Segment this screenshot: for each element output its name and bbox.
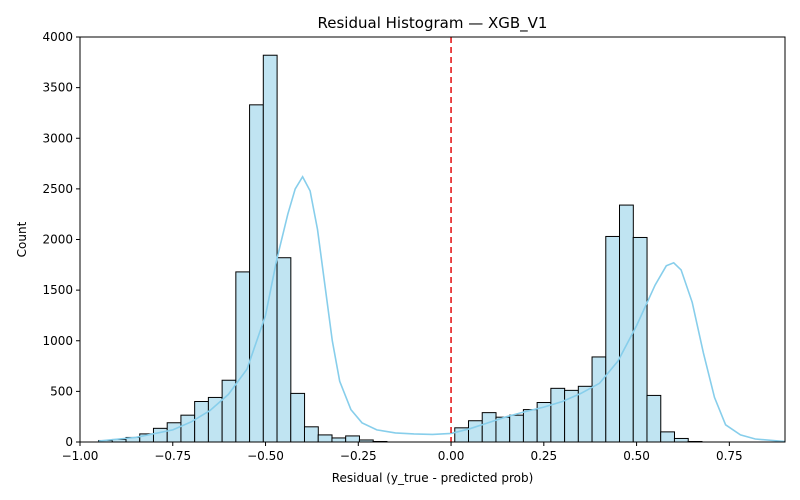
x-tick-label: −0.50 [247,449,284,463]
histogram-bar [262,54,278,443]
histogram-bar [331,437,347,443]
histogram-bar [591,356,607,443]
x-tick-label: −0.25 [340,449,377,463]
x-tick-label: −1.00 [62,449,99,463]
y-axis-ticks: 0 500 1000 1500 2000 2500 3000 3500 4000 [42,30,80,449]
x-axis-title: Residual (y_true - predicted prob) [332,471,534,485]
histogram-bar [509,414,524,443]
chart-title: Residual Histogram — XGB_V1 [318,14,548,33]
histogram-bar [235,271,251,443]
x-tick-label: 0.00 [438,449,465,463]
x-tick-label: 0.25 [530,449,557,463]
histogram-bar [221,379,237,443]
bars-layer [98,54,703,443]
y-tick-label: 2500 [42,182,73,196]
y-tick-label: 1500 [42,283,73,297]
x-tick-label: 0.50 [623,449,650,463]
histogram-bar [249,104,264,443]
histogram-bar [481,412,497,443]
histogram-bar [290,392,306,443]
x-axis-ticks: −1.00 −0.75 −0.50 −0.25 0.00 0.25 0.50 0.75 [62,442,743,463]
x-tick-label: −0.75 [154,449,191,463]
histogram-bar [550,387,566,443]
histogram-bar [194,401,209,443]
y-tick-label: 2000 [42,233,73,247]
histogram-bar [495,416,511,443]
histogram-bar [673,437,689,443]
histogram-bar [646,394,662,443]
histogram-bar [522,409,538,443]
histogram-bar [317,434,333,443]
histogram-bar [577,385,593,443]
histogram-bar [303,426,319,443]
kde-line [98,175,786,443]
y-tick-label: 500 [50,384,73,398]
y-tick-label: 3500 [42,81,73,95]
histogram-bar [467,420,483,443]
plot-frame [79,36,786,443]
y-tick-label: 4000 [42,30,73,44]
histogram-bar [345,435,360,443]
histogram-bar [276,257,292,443]
y-tick-label: 3000 [42,131,73,145]
y-axis-title: Count [15,221,29,257]
histogram-bar [207,396,223,443]
histogram-bar [180,414,196,443]
x-tick-label: 0.75 [716,449,743,463]
histogram-bar [632,236,648,443]
histogram-bar [166,422,182,443]
histogram-bar [605,235,621,443]
histogram-bar [152,427,168,443]
histogram-bar [619,204,634,443]
histogram-bar [660,431,676,443]
y-tick-label: 0 [65,435,73,449]
y-tick-label: 1000 [42,334,73,348]
